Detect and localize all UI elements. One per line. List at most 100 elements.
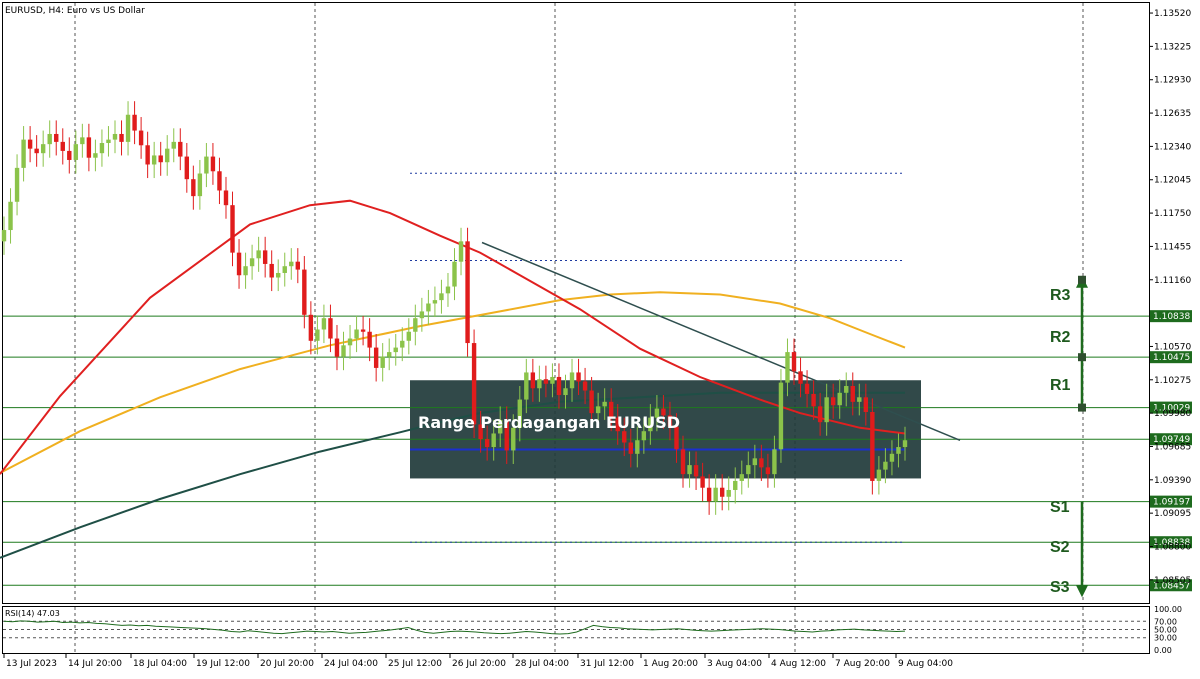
candle-body — [556, 376, 562, 396]
price-tick-label: 1.11455 — [1154, 242, 1191, 252]
candle-body — [452, 261, 457, 287]
level-tag — [1150, 401, 1192, 414]
candle-body — [628, 442, 633, 454]
candle-body — [14, 167, 20, 202]
candle-body — [582, 381, 588, 391]
candle-body — [262, 250, 268, 264]
candle-body — [334, 338, 340, 357]
candle-body — [752, 458, 758, 466]
candle-body — [230, 205, 235, 253]
candle-body — [432, 300, 438, 304]
candle-body — [902, 440, 908, 448]
level-tag-value: 1.10475 — [1153, 353, 1190, 363]
candle-body — [367, 331, 372, 348]
candle-body — [40, 144, 46, 154]
time-tick-label: 3 Aug 04:00 — [707, 659, 762, 669]
candle-body — [876, 469, 882, 481]
candle-body — [896, 447, 901, 454]
candle-body — [569, 372, 575, 389]
candle-body — [622, 431, 627, 443]
level-name-s3: S3 — [1050, 579, 1070, 596]
candle-body — [34, 148, 39, 154]
candle-body — [1, 230, 7, 242]
candle-body — [687, 465, 692, 475]
candle-body — [439, 293, 444, 301]
candle-body — [106, 139, 111, 144]
candle-body — [491, 433, 496, 448]
level-tag — [1150, 536, 1192, 549]
candle-body — [785, 352, 790, 383]
candle-body — [191, 179, 196, 197]
candle-body — [595, 406, 601, 414]
candles — [1, 101, 908, 515]
candle-body — [151, 155, 157, 165]
candle-body — [837, 392, 842, 406]
ma-slow-line — [0, 391, 905, 559]
candle-body — [778, 382, 784, 450]
candle-body — [204, 156, 209, 174]
level-name-s2: S2 — [1050, 539, 1070, 556]
candle-body — [791, 352, 797, 372]
level-tag — [1150, 310, 1192, 323]
candle-body — [661, 408, 666, 416]
candle-body — [465, 241, 470, 344]
candle-body — [804, 383, 810, 394]
time-tick-label: 18 Jul 04:00 — [133, 659, 187, 669]
candle-body — [667, 415, 673, 427]
candle-body — [86, 137, 92, 158]
price-tick-label: 1.12340 — [1154, 142, 1191, 152]
candle-body — [719, 487, 725, 497]
candle-body — [739, 474, 744, 481]
candle-body — [93, 153, 98, 158]
candle-body — [8, 201, 13, 231]
candle-body — [772, 449, 777, 475]
candle-body — [811, 393, 816, 407]
candle-body — [517, 399, 522, 428]
candle-body — [99, 143, 105, 154]
candle-body — [393, 347, 398, 353]
candle-body — [726, 489, 731, 497]
candle-body — [54, 133, 59, 142]
rsi-tick-label: 0.00 — [1154, 646, 1172, 655]
candle-body — [550, 376, 555, 384]
candle-body — [602, 401, 607, 407]
candle-body — [315, 329, 320, 341]
candle-body — [112, 133, 118, 140]
down-arrow-head — [1076, 585, 1088, 598]
candle-body — [184, 156, 190, 180]
candle-body — [530, 372, 536, 389]
candle-body — [47, 133, 52, 145]
candle-body — [249, 258, 255, 267]
level-tag-value: 1.10029 — [1153, 404, 1190, 414]
time-tick-label: 31 Jul 12:00 — [580, 659, 634, 669]
candle-body — [576, 372, 581, 382]
candle-body — [328, 318, 333, 339]
time-tick-label: 26 Jul 20:00 — [452, 659, 506, 669]
candle-body — [700, 476, 705, 488]
time-tick-label: 4 Aug 12:00 — [771, 659, 826, 669]
candle-body — [302, 269, 307, 315]
candle-body — [269, 263, 274, 278]
candle-body — [883, 461, 888, 470]
candle-body — [765, 467, 771, 475]
candle-body — [171, 141, 176, 149]
candle-body — [210, 156, 216, 172]
candle-body — [125, 114, 131, 142]
rsi-tick-label: 100.00 — [1154, 605, 1182, 614]
rsi-panel-frame — [2, 606, 1150, 654]
candle-body — [608, 401, 614, 418]
candle-body — [733, 480, 738, 490]
candle-body — [511, 427, 516, 451]
candle-body — [243, 266, 248, 276]
time-tick-label: 9 Aug 04:00 — [898, 659, 953, 669]
time-tick-label: 25 Jul 12:00 — [388, 659, 442, 669]
candle-body — [158, 155, 163, 163]
level-tag — [1150, 433, 1192, 446]
candle-body — [413, 318, 418, 332]
level-tag-value: 1.08457 — [1153, 581, 1190, 591]
time-tick-label: 13 Jul 2023 — [6, 659, 57, 669]
time-tick-label: 24 Jul 04:00 — [324, 659, 378, 669]
